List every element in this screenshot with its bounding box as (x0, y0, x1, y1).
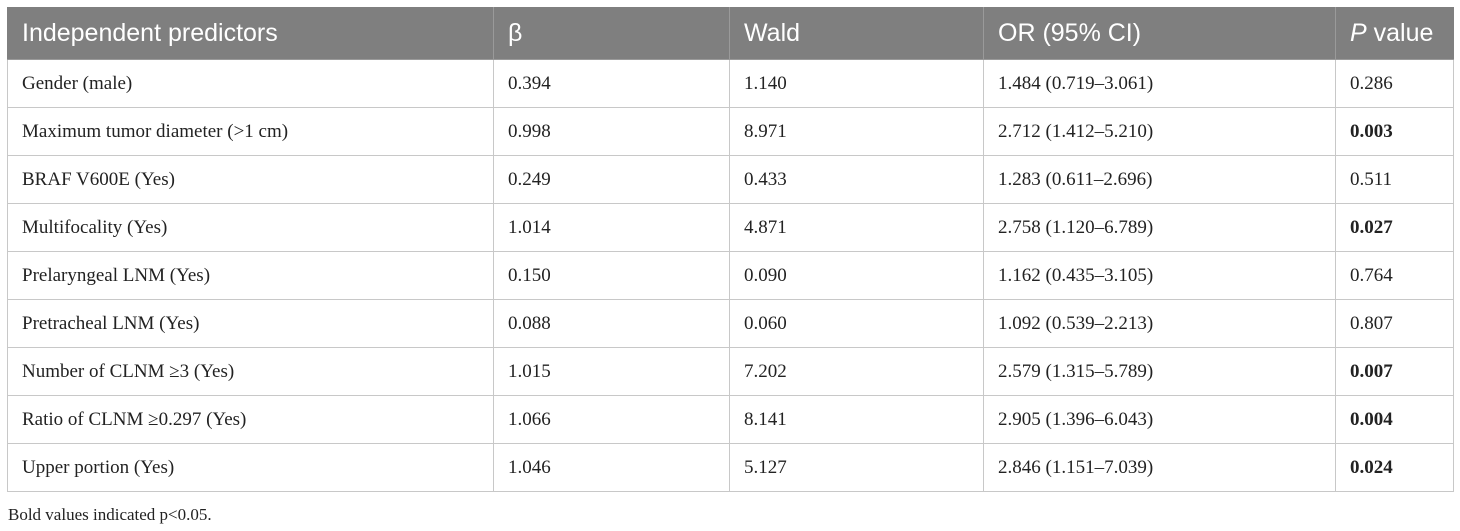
cell-or: 2.758 (1.120–6.789) (983, 203, 1336, 252)
cell-beta: 0.394 (493, 59, 730, 108)
cell-predictor: Multifocality (Yes) (7, 203, 494, 252)
table-row: Number of CLNM ≥3 (Yes) 1.015 7.202 2.579 (… (7, 347, 1454, 396)
cell-beta: 1.046 (493, 443, 730, 492)
header-p-letter: P (1350, 19, 1367, 47)
results-table-container: Independent predictors β Wald OR (95% CI… (7, 7, 1454, 492)
table-body: Gender (male) 0.394 1.140 1.484 (0.719–3.06… (7, 59, 1454, 492)
cell-wald: 0.090 (729, 251, 984, 300)
cell-predictor: Gender (male) (7, 59, 494, 108)
table-header-row: Independent predictors β Wald OR (95% CI… (7, 7, 1454, 60)
cell-beta: 1.014 (493, 203, 730, 252)
cell-or: 2.846 (1.151–7.039) (983, 443, 1336, 492)
table-row: BRAF V600E (Yes) 0.249 0.433 1.283 (0.611–2… (7, 155, 1454, 204)
cell-or: 1.092 (0.539–2.213) (983, 299, 1336, 348)
table-footnote: Bold values indicated p<0.05. (8, 505, 212, 524)
cell-p: 0.027 (1335, 203, 1454, 252)
header-or: OR (95% CI) (983, 7, 1336, 60)
cell-predictor: Ratio of CLNM ≥0.297 (Yes) (7, 395, 494, 444)
cell-predictor: Pretracheal LNM (Yes) (7, 299, 494, 348)
header-p-suffix: value (1366, 19, 1434, 47)
cell-p: 0.024 (1335, 443, 1454, 492)
cell-predictor: Number of CLNM ≥3 (Yes) (7, 347, 494, 396)
cell-wald: 7.202 (729, 347, 984, 396)
header-p-value: P value (1335, 7, 1454, 60)
cell-p: 0.764 (1335, 251, 1454, 300)
cell-beta: 1.015 (493, 347, 730, 396)
cell-or: 2.712 (1.412–5.210) (983, 107, 1336, 156)
cell-or: 1.283 (0.611–2.696) (983, 155, 1336, 204)
cell-wald: 8.971 (729, 107, 984, 156)
table-row: Upper portion (Yes) 1.046 5.127 2.846 (1.15… (7, 443, 1454, 492)
cell-p: 0.511 (1335, 155, 1454, 204)
cell-or: 1.484 (0.719–3.061) (983, 59, 1336, 108)
cell-wald: 0.433 (729, 155, 984, 204)
cell-p: 0.004 (1335, 395, 1454, 444)
cell-beta: 0.998 (493, 107, 730, 156)
cell-wald: 8.141 (729, 395, 984, 444)
cell-wald: 1.140 (729, 59, 984, 108)
cell-predictor: Upper portion (Yes) (7, 443, 494, 492)
cell-p: 0.286 (1335, 59, 1454, 108)
cell-wald: 4.871 (729, 203, 984, 252)
cell-beta: 0.249 (493, 155, 730, 204)
cell-beta: 0.150 (493, 251, 730, 300)
table-row: Ratio of CLNM ≥0.297 (Yes) 1.066 8.141 2.90… (7, 395, 1454, 444)
cell-beta: 1.066 (493, 395, 730, 444)
cell-p: 0.003 (1335, 107, 1454, 156)
header-wald: Wald (729, 7, 984, 60)
cell-or: 1.162 (0.435–3.105) (983, 251, 1336, 300)
table-row: Pretracheal LNM (Yes) 0.088 0.060 1.092 (0.… (7, 299, 1454, 348)
cell-predictor: Maximum tumor diameter (>1 cm) (7, 107, 494, 156)
cell-predictor: BRAF V600E (Yes) (7, 155, 494, 204)
table-row: Multifocality (Yes) 1.014 4.871 2.758 (1.12… (7, 203, 1454, 252)
table-row: Gender (male) 0.394 1.140 1.484 (0.719–3.06… (7, 59, 1454, 108)
cell-or: 2.905 (1.396–6.043) (983, 395, 1336, 444)
cell-or: 2.579 (1.315–5.789) (983, 347, 1336, 396)
cell-wald: 5.127 (729, 443, 984, 492)
cell-p: 0.007 (1335, 347, 1454, 396)
logistic-regression-table: Independent predictors β Wald OR (95% CI… (7, 7, 1454, 492)
cell-p: 0.807 (1335, 299, 1454, 348)
table-row: Maximum tumor diameter (>1 cm) 0.998 8.971… (7, 107, 1454, 156)
header-beta: β (493, 7, 730, 60)
header-predictor: Independent predictors (7, 7, 494, 60)
table-row: Prelaryngeal LNM (Yes) 0.150 0.090 1.162 (0… (7, 251, 1454, 300)
cell-wald: 0.060 (729, 299, 984, 348)
cell-beta: 0.088 (493, 299, 730, 348)
cell-predictor: Prelaryngeal LNM (Yes) (7, 251, 494, 300)
